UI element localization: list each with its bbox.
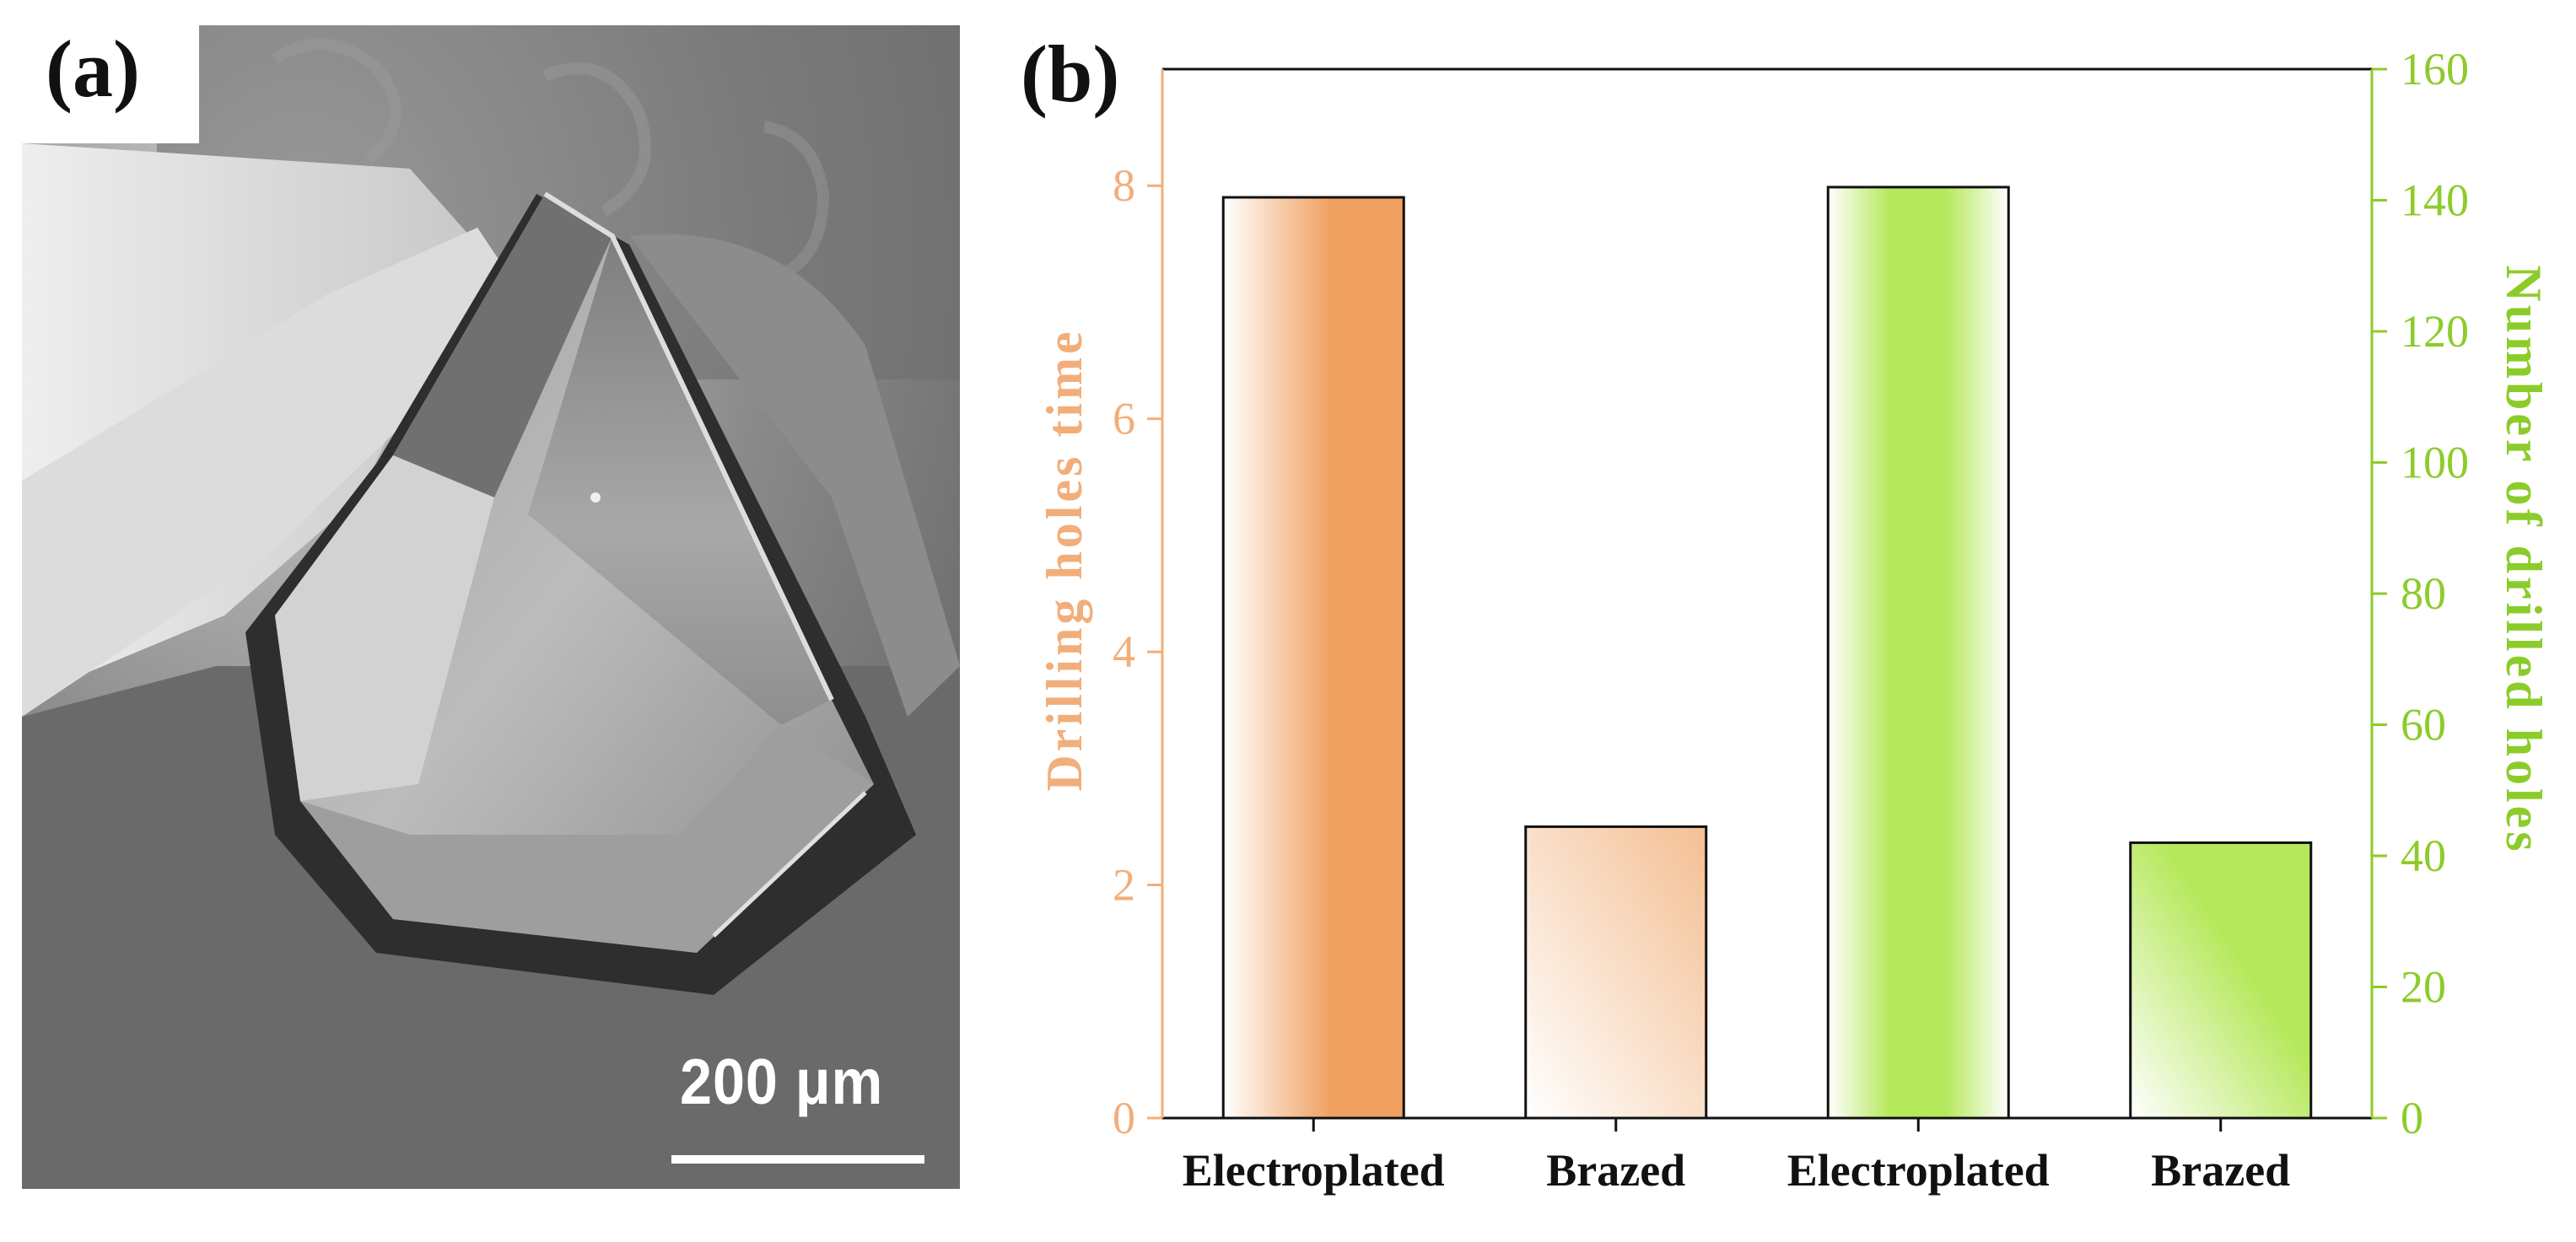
bar-time-brazed: [1524, 825, 1708, 1120]
bar-holes-brazed: [2129, 841, 2313, 1120]
panel-b: Drilling holes time Number of drilled hol…: [978, 0, 2576, 1242]
left-tick-label: 6: [1113, 394, 1135, 444]
panel-a-label: (a): [46, 24, 140, 114]
right-tick-label: 160: [2401, 44, 2469, 94]
right-tick-label: 60: [2401, 700, 2446, 750]
x-tick-label-electroplated: Electroplated: [1787, 1145, 2050, 1196]
right-tick-label: 0: [2401, 1093, 2423, 1143]
left-tick-label: 4: [1113, 626, 1135, 677]
right-tick-label: 80: [2401, 568, 2446, 619]
bar-holes-electroplated: [1826, 185, 2010, 1120]
sem-image: [22, 25, 960, 1189]
panel-b-label: (b): [1021, 29, 1120, 119]
sem-micrograph: [22, 25, 960, 1189]
right-tick-label: 120: [2401, 306, 2469, 357]
x-tick-label-brazed: Brazed: [2151, 1145, 2290, 1196]
x-tick-label-electroplated: Electroplated: [1183, 1145, 1445, 1196]
right-axis-title: Number of drilled holes: [2496, 265, 2552, 854]
bar-chart: Drilling holes time Number of drilled hol…: [1037, 44, 2552, 1196]
left-tick-label: 2: [1113, 860, 1135, 911]
left-tick-label: 8: [1113, 160, 1135, 211]
left-axis-title: Drilling holes time: [1037, 328, 1092, 791]
bars-group: [1221, 185, 2313, 1120]
bar-time-electroplated: [1221, 196, 1405, 1120]
right-tick-label: 20: [2401, 962, 2446, 1013]
scale-bar-label: 200 μm: [680, 1046, 884, 1118]
right-tick-label: 140: [2401, 175, 2469, 226]
x-tick-label-brazed: Brazed: [1546, 1145, 1685, 1196]
right-tick-label: 100: [2401, 438, 2469, 488]
panel-a: (a) 200 μm: [0, 0, 978, 1242]
left-tick-label: 0: [1113, 1093, 1135, 1143]
scale-bar-line: [671, 1155, 924, 1164]
right-tick-label: 40: [2401, 831, 2446, 881]
